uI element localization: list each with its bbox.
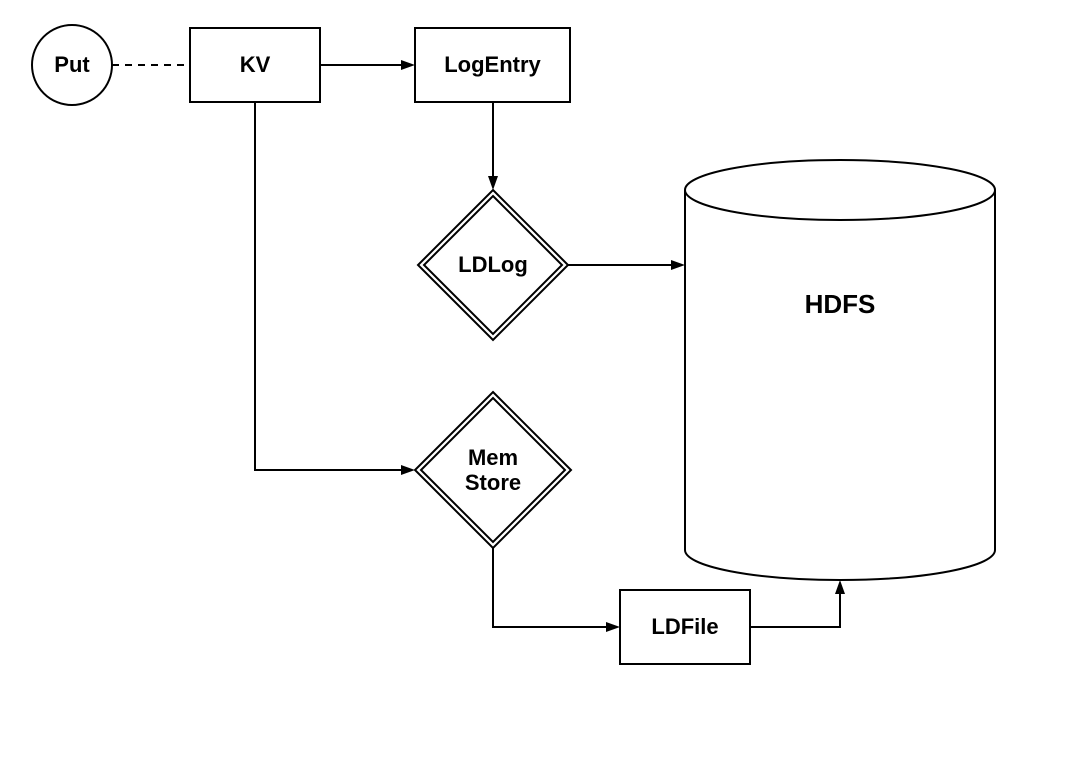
node-memstore-outer: [415, 392, 571, 548]
node-ldfile: [620, 590, 750, 664]
edge-kv-memstore: [255, 102, 401, 470]
node-put: [32, 25, 112, 105]
edge-memstore-ldfile: [493, 548, 606, 627]
arrowhead: [401, 465, 415, 475]
node-logentry: [415, 28, 570, 102]
arrowhead: [401, 60, 415, 70]
node-hdfs-body: [685, 190, 995, 580]
diagram-canvas: [0, 0, 1076, 767]
node-kv: [190, 28, 320, 102]
node-hdfs-top: [685, 160, 995, 220]
arrowhead: [606, 622, 620, 632]
edge-ldfile-hdfs: [750, 594, 840, 627]
node-ldlog-outer: [418, 190, 568, 340]
arrowhead: [835, 580, 845, 594]
arrowhead: [488, 176, 498, 190]
arrowhead: [671, 260, 685, 270]
